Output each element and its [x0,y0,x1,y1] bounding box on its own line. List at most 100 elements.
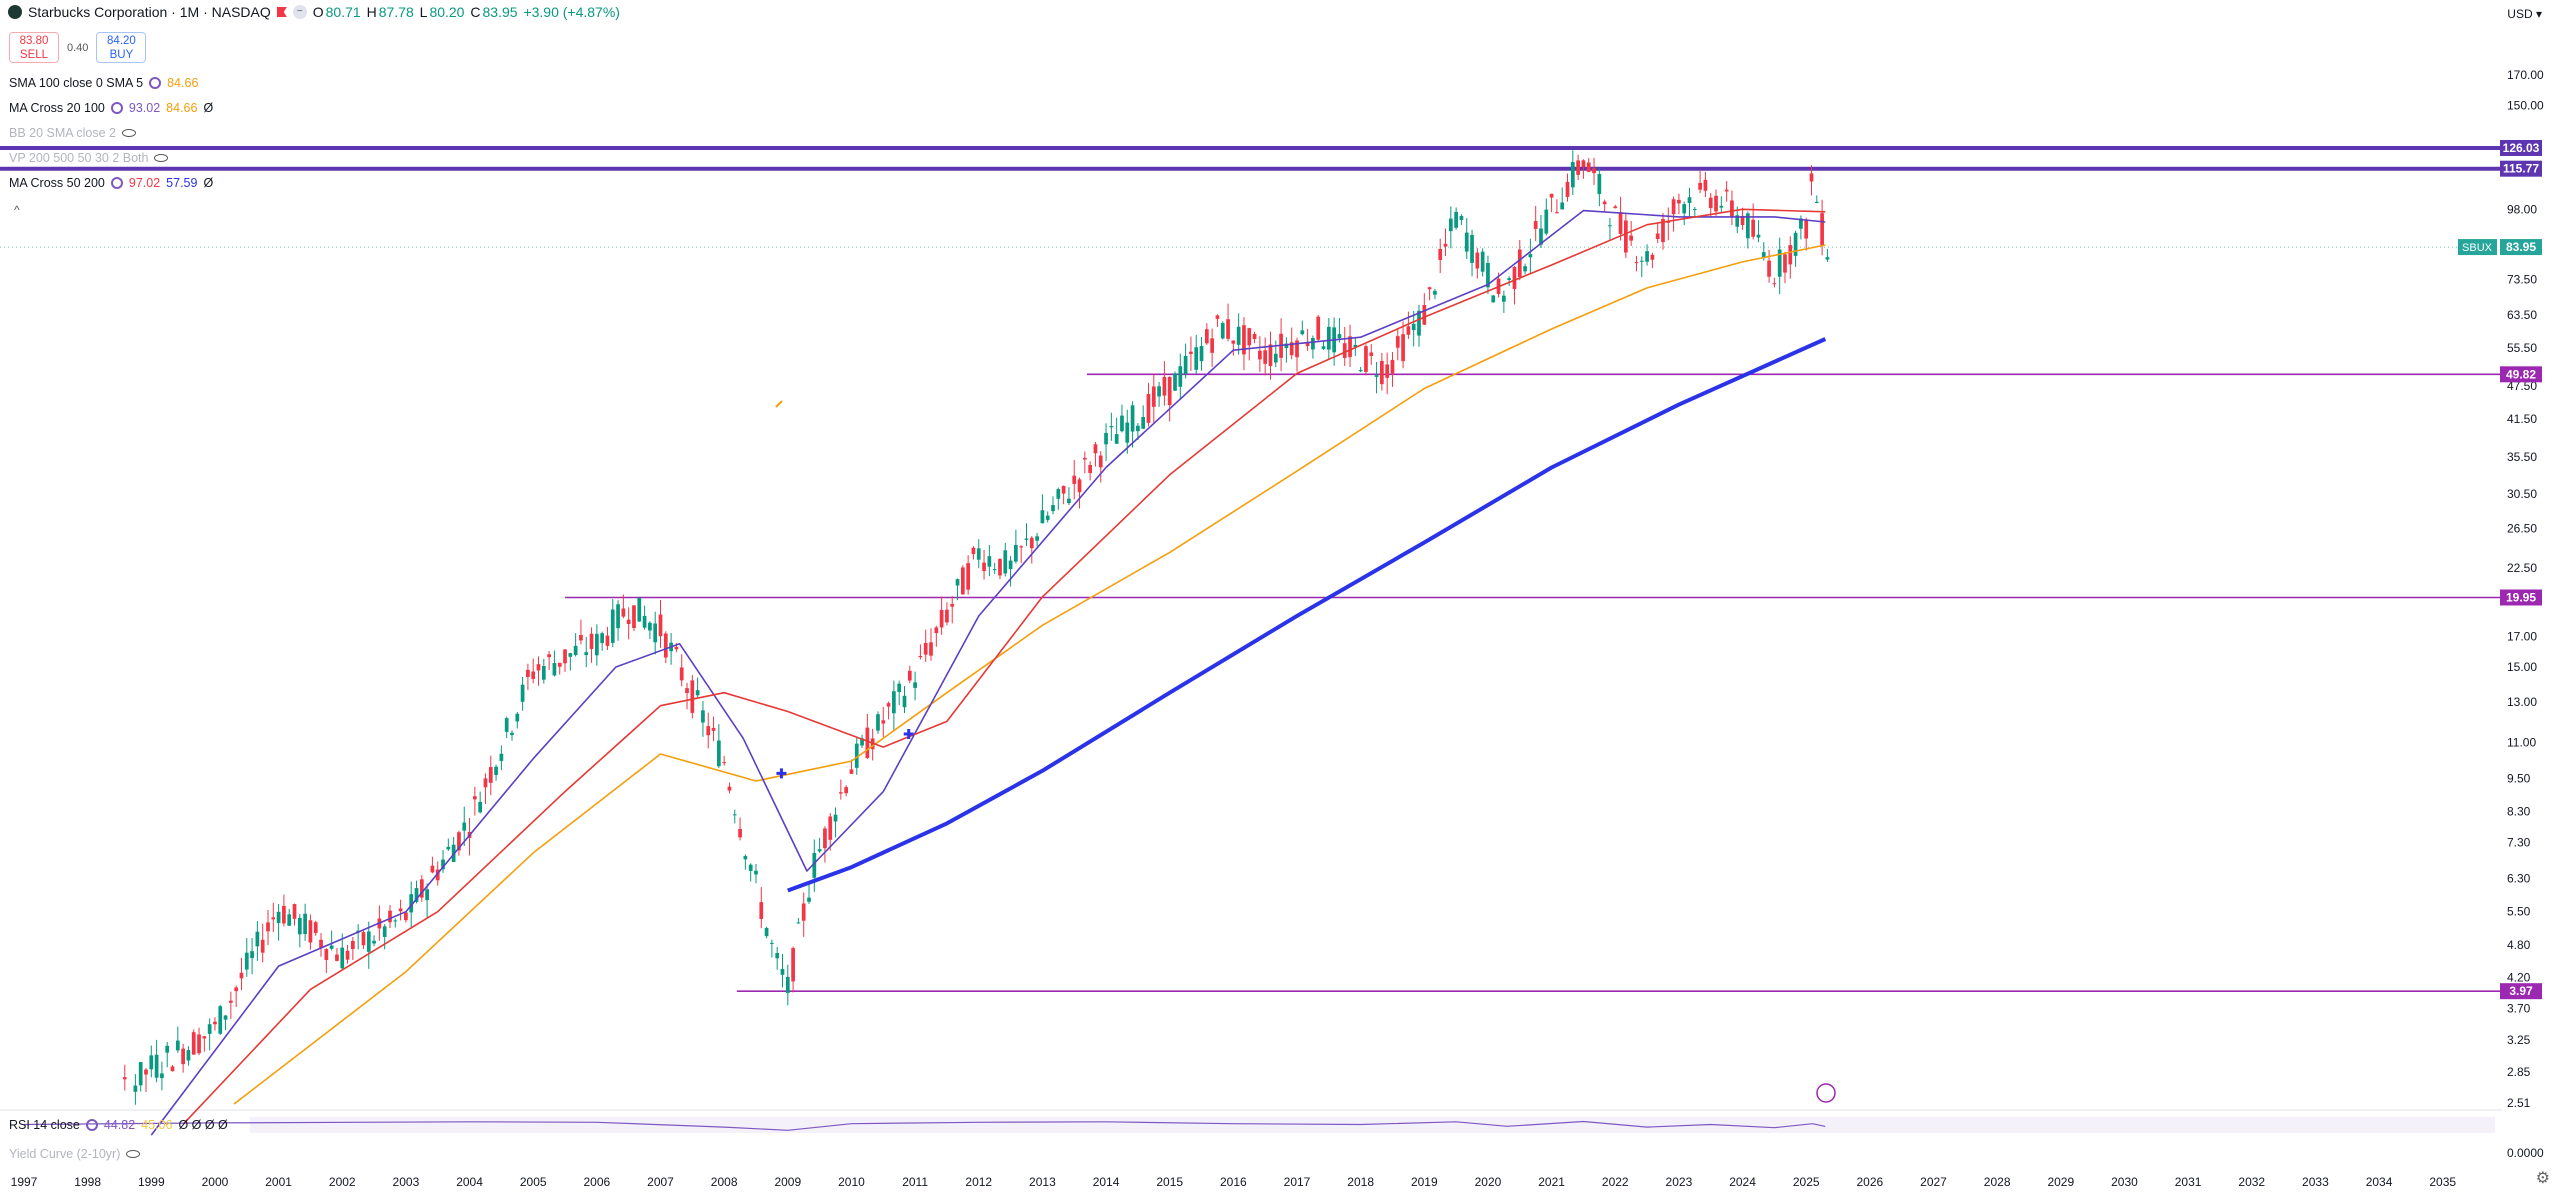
sell-button[interactable]: 83.80 SELL [9,32,59,63]
collapse-legend-icon[interactable]: ^ [14,203,20,217]
candle-body [1008,560,1013,569]
flag-icon[interactable] [276,7,287,17]
candle-body [823,828,827,849]
candle-body [1125,422,1130,443]
candle-body [531,671,536,679]
candle-body [907,670,912,681]
candle-body [1772,283,1777,285]
spread-value: 0.40 [67,41,89,54]
y-tick-label: 15.00 [2507,660,2537,674]
x-tick-label: 2023 [1666,1175,1693,1189]
indicator-sma100[interactable]: SMA 100 close 0 SMA 5 84.66 [9,76,199,90]
candle-body [1305,342,1310,347]
y-tick-label: 5.50 [2507,905,2531,919]
candle-body [335,954,339,961]
candle-body [1507,278,1512,280]
candle-body [833,814,838,822]
currency-selector[interactable]: USD ▾ [2507,7,2542,21]
y-tick-label: 22.50 [2507,561,2537,575]
candle-body [1173,373,1177,391]
candle-body [1411,323,1416,331]
candle-body [785,976,790,993]
candle-body [541,666,546,680]
candle-body [1475,252,1480,269]
settings-icon[interactable] [110,177,123,189]
candle-body [1014,544,1018,562]
chart-settings-icon[interactable]: ⚙ [2535,1170,2550,1187]
candle-body [441,859,445,870]
y-tick-label: 4.20 [2507,970,2531,984]
candle-body [138,1062,143,1086]
price-label-box [2500,983,2542,1000]
candle-body [1539,228,1543,245]
indicator-bb[interactable]: BB 20 SMA close 2 [9,125,137,141]
y-tick-label: 8.30 [2507,804,2531,818]
candle-body [1459,216,1464,220]
candle-body [1204,329,1209,344]
candle-body [292,904,297,919]
indicator-ma-cross-50-200[interactable]: MA Cross 50 200 97.02 57.59 Ø [9,176,214,190]
candle-body [886,703,891,707]
candle-body [144,1069,148,1075]
candle-body [1390,359,1395,374]
rsi-legend[interactable]: RSI 14 close 44.82 45.06 Ø Ø Ø Ø [9,1118,228,1132]
candle-body [1698,182,1702,190]
candle-body [197,1034,201,1054]
x-tick-label: 2030 [2111,1175,2138,1189]
x-tick-label: 2014 [1093,1175,1120,1189]
candle-body [1019,546,1024,548]
candle-body [552,663,557,676]
candle-body [865,727,870,758]
candle-body [892,691,896,714]
candle-body [1210,338,1214,353]
candle-body [1708,197,1713,209]
candle-body [706,726,711,736]
candle-body [1151,386,1156,407]
settings-icon[interactable] [85,1119,98,1131]
candle-body [1502,295,1506,302]
candle-body [430,865,435,873]
candle-body [563,649,567,664]
candle-body [218,1006,223,1034]
candle-body [494,766,498,776]
settings-icon[interactable] [149,77,162,89]
candle-body [1146,394,1151,423]
candle-body [732,814,737,816]
yield-curve-legend[interactable]: Yield Curve (2-10yr) [9,1146,141,1162]
candle-body [1369,352,1374,356]
candle-body [674,646,679,650]
candle-body [1730,200,1734,217]
candle-body [1592,168,1596,174]
candle-body [1337,334,1342,339]
candle-body [1295,340,1299,358]
candle-body [409,894,414,913]
candle-body [165,1045,170,1053]
candle-body [1353,344,1358,348]
indicator-vp[interactable]: VP 200 500 50 30 2 Both [9,150,169,166]
candle-body [807,897,811,902]
candle-body [175,1040,180,1051]
y-tick-label: 55.50 [2507,341,2537,355]
buy-button[interactable]: 84.20 BUY [96,32,147,63]
candle-body [1364,346,1368,372]
candle-body [1231,340,1236,344]
candle-body [960,567,965,595]
hidden-eye-icon[interactable] [122,129,137,137]
y-tick-label: 3.70 [2507,1001,2531,1015]
settings-icon[interactable] [110,102,123,114]
collapse-icon[interactable]: − [292,5,307,19]
candle-body [1380,360,1384,385]
x-tick-label: 2026 [1856,1175,1883,1189]
candle-body [1082,457,1087,460]
indicator-ma-cross-20-100[interactable]: MA Cross 20 100 93.02 84.66 Ø [9,101,214,115]
rsi-line [23,1120,1826,1131]
hidden-eye-icon[interactable] [126,1150,141,1158]
y-tick-label: 13.00 [2507,695,2537,709]
candle-body [1093,444,1098,454]
candle-body [186,1050,191,1061]
symbol-title[interactable]: Starbucks Corporation · 1M · NASDAQ [28,4,271,20]
hidden-eye-icon[interactable] [154,154,169,162]
candle-body [1724,189,1729,192]
candle-body [499,753,504,761]
